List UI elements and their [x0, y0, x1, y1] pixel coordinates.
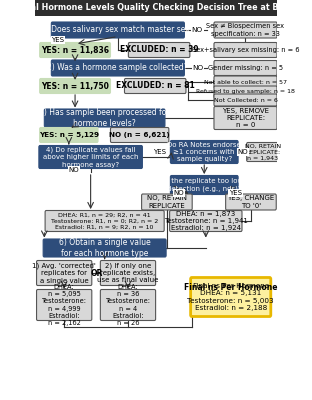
Text: NO: NO [193, 65, 204, 71]
Text: DHEA:
n = 5,095
Testosterone:
n = 4,999
Estradiol:
n = 2,162: DHEA: n = 5,095 Testosterone: n = 4,999 … [42, 284, 87, 326]
FancyBboxPatch shape [214, 76, 277, 88]
FancyBboxPatch shape [40, 128, 98, 142]
Text: Not Collected: n = 6: Not Collected: n = 6 [213, 98, 277, 102]
FancyBboxPatch shape [39, 146, 142, 168]
Text: 2) If only one
replicate exists,
use as final value: 2) If only one replicate exists, use as … [97, 262, 159, 284]
Text: NO: NO [192, 27, 203, 33]
FancyBboxPatch shape [124, 78, 186, 94]
Text: YES: n = 11,750: YES: n = 11,750 [41, 82, 109, 90]
Text: Final ns Per Hormone
DHEA: n = 5,131
Testosterone: n = 5,003
Estradiol: n = 2,18: Final ns Per Hormone DHEA: n = 5,131 Tes… [188, 283, 274, 311]
FancyBboxPatch shape [37, 290, 92, 320]
FancyBboxPatch shape [170, 140, 238, 164]
Text: DHEA: R1, n = 29; R2, n = 41
Testosterone: R1, n = 0; R2, n = 2
Estradiol: R1, n: DHEA: R1, n = 29; R2, n = 41 Testosteron… [51, 212, 158, 230]
FancyBboxPatch shape [214, 94, 277, 106]
Text: Refused to give sample: n = 18: Refused to give sample: n = 18 [196, 90, 295, 94]
FancyBboxPatch shape [191, 278, 271, 316]
FancyBboxPatch shape [51, 22, 184, 38]
Text: Final ns Per Hormone: Final ns Per Hormone [184, 282, 277, 292]
Text: EXCLUDED: n = 81: EXCLUDED: n = 81 [116, 82, 195, 90]
Text: YES: YES [153, 149, 166, 155]
Text: Do RA Notes endorse
≥1 concerns with
sample quality?: Do RA Notes endorse ≥1 concerns with sam… [167, 142, 241, 162]
FancyBboxPatch shape [226, 194, 276, 210]
Text: YES: YES [51, 37, 65, 43]
FancyBboxPatch shape [128, 42, 190, 58]
Text: 5) Is the replicate too low for
detection (e.g., nds)?: 5) Is the replicate too low for detectio… [154, 178, 255, 192]
Text: YES: n = 11,836: YES: n = 11,836 [41, 46, 109, 54]
FancyBboxPatch shape [170, 210, 242, 232]
Text: Not able to collect: n = 57: Not able to collect: n = 57 [204, 80, 287, 84]
FancyBboxPatch shape [35, 0, 277, 16]
FancyBboxPatch shape [110, 128, 169, 142]
Text: OR: OR [91, 268, 103, 278]
FancyBboxPatch shape [40, 78, 110, 94]
FancyBboxPatch shape [100, 290, 156, 320]
Text: 3) Has sample been processed for
hormone levels?: 3) Has sample been processed for hormone… [39, 108, 170, 128]
Text: 2) Was a hormone sample collected?: 2) Was a hormone sample collected? [47, 64, 188, 72]
Text: Pubertal Hormone Levels Quality Checking Decision Tree at Baseline: Pubertal Hormone Levels Quality Checking… [1, 4, 311, 12]
FancyBboxPatch shape [214, 60, 277, 76]
FancyBboxPatch shape [44, 109, 165, 127]
Text: EXCLUDED: n = 39: EXCLUDED: n = 39 [120, 46, 198, 54]
FancyBboxPatch shape [51, 60, 184, 76]
Text: NO, RETAIN
REPLICATE: NO, RETAIN REPLICATE [147, 195, 187, 209]
Text: DHEA:
n = 36
Testosterone:
n = 4
Estradiol:
n = 26: DHEA: n = 36 Testosterone: n = 4 Estradi… [105, 284, 150, 326]
Text: NO: NO [238, 149, 248, 155]
FancyBboxPatch shape [214, 106, 277, 130]
Text: NO (n = 6,621): NO (n = 6,621) [109, 132, 170, 138]
Text: YES, CHANGE
TO '0': YES, CHANGE TO '0' [227, 195, 275, 209]
FancyBboxPatch shape [214, 42, 277, 58]
Text: 6) Obtain a single value
for each hormone type: 6) Obtain a single value for each hormon… [59, 238, 150, 258]
Text: NO: NO [173, 190, 184, 196]
Text: NO, RETAIN
REPLICATE:
n = 1,943: NO, RETAIN REPLICATE: n = 1,943 [245, 144, 281, 160]
FancyBboxPatch shape [214, 22, 277, 38]
Text: 1) Does salivary sex match master sex?: 1) Does salivary sex match master sex? [41, 26, 194, 34]
FancyBboxPatch shape [37, 260, 92, 286]
FancyBboxPatch shape [45, 210, 164, 232]
FancyBboxPatch shape [43, 239, 166, 257]
Text: Sex ≠ Biospecimen sex
specification: n = 33: Sex ≠ Biospecimen sex specification: n =… [207, 23, 285, 37]
FancyBboxPatch shape [40, 42, 110, 58]
Text: DHEA: n = 1,873
Testosterone: n = 1,941
Estradiol: n = 1,924: DHEA: n = 1,873 Testosterone: n = 1,941 … [164, 211, 248, 231]
Text: 1) Avg. 'corrected'
replicates for
a single value: 1) Avg. 'corrected' replicates for a sin… [32, 262, 96, 284]
Text: Sex+salivary sex missing: n = 6: Sex+salivary sex missing: n = 6 [192, 47, 299, 53]
Text: YES: n = 5,129: YES: n = 5,129 [39, 132, 99, 138]
FancyBboxPatch shape [247, 142, 279, 162]
FancyBboxPatch shape [100, 260, 156, 286]
Text: 4) Do replicate values fall
above higher limits of each
hormone assay?: 4) Do replicate values fall above higher… [43, 146, 139, 168]
Text: Gender missing: n = 5: Gender missing: n = 5 [208, 65, 283, 71]
FancyBboxPatch shape [170, 176, 238, 194]
Text: NO: NO [68, 167, 79, 173]
Text: YES: YES [229, 190, 242, 196]
FancyBboxPatch shape [214, 86, 277, 98]
FancyBboxPatch shape [142, 194, 192, 210]
Text: YES, REMOVE
REPLICATE:
n = 0: YES, REMOVE REPLICATE: n = 0 [222, 108, 269, 128]
